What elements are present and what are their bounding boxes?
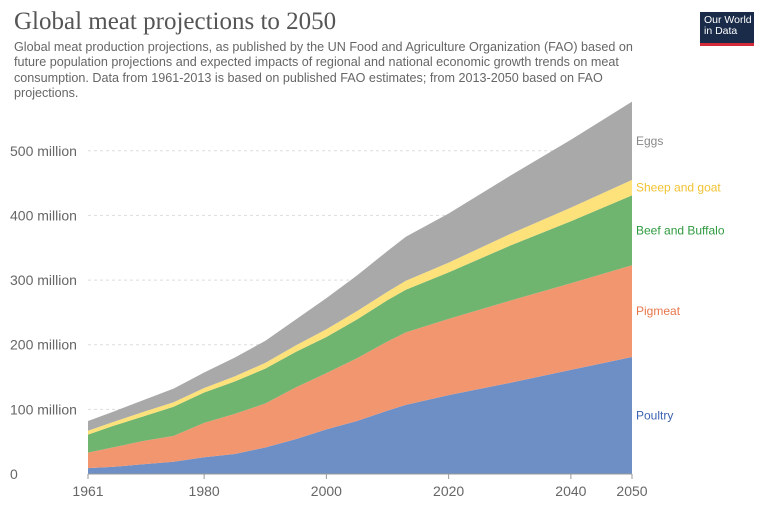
x-tick-label: 2020 <box>433 483 464 499</box>
axis-layer: 0 100 million 200 million 300 million 400 mi… <box>10 143 648 499</box>
chart-title: Global meat projections to 2050 <box>14 8 337 35</box>
area-layer <box>88 101 632 474</box>
series-label-sheep: Sheep and goat <box>636 181 721 195</box>
logo-line-2: in Data <box>704 25 738 37</box>
owid-logo[interactable]: Our World in Data <box>700 12 754 46</box>
y-tick-label: 100 million <box>10 401 77 417</box>
y-tick-label: 300 million <box>10 272 77 288</box>
series-label-eggs: Eggs <box>636 134 663 148</box>
series-label-layer: Poultry Pigmeat Beef and Buffalo Sheep and … <box>636 134 725 423</box>
area-pigmeat[interactable] <box>88 265 632 469</box>
y-tick-label: 0 <box>10 466 18 482</box>
x-tick-label: 2040 <box>555 483 586 499</box>
series-label-pigmeat: Pigmeat <box>636 304 681 318</box>
x-tick-label: 1980 <box>189 483 220 499</box>
x-tick-label: 1961 <box>72 483 103 499</box>
chart-subtitle: Global meat production projections, as p… <box>14 40 633 101</box>
area-sheep[interactable] <box>88 179 632 435</box>
series-label-beef: Beef and Buffalo <box>636 223 725 237</box>
logo-line-1: Our World <box>704 14 752 26</box>
area-poultry[interactable] <box>88 356 632 474</box>
y-tick-label: 400 million <box>10 207 77 223</box>
x-tick-label: 2050 <box>616 483 647 499</box>
series-label-poultry: Poultry <box>636 408 673 422</box>
y-tick-label: 500 million <box>10 143 77 159</box>
y-tick-label: 200 million <box>10 337 77 353</box>
area-beef[interactable] <box>88 195 632 453</box>
x-tick-label: 2000 <box>311 483 342 499</box>
